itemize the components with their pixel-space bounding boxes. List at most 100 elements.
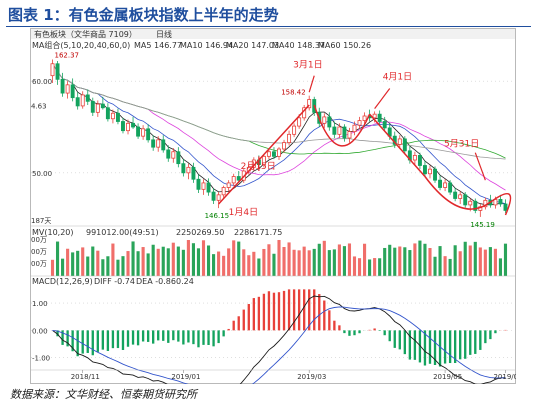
- candle-body: [402, 138, 407, 152]
- candle-body: [80, 94, 85, 107]
- volume-bar: [201, 240, 206, 276]
- volume-tick-label: 00万: [31, 260, 47, 268]
- volume-bar: [342, 246, 346, 276]
- candle-body: [105, 107, 110, 120]
- volume-bar: [121, 256, 125, 276]
- macd-tick-label: 1.00: [32, 300, 48, 308]
- volume-bar: [86, 256, 90, 276]
- candle-body: [428, 168, 432, 175]
- volume-value: 2286171.75: [234, 228, 282, 237]
- candle-body: [448, 182, 453, 193]
- volume-bar: [262, 248, 266, 276]
- volume-bar: [101, 259, 105, 276]
- annotation-apr1: 4月1日: [383, 71, 412, 82]
- candle-body: [70, 84, 75, 99]
- candle-body: [196, 178, 201, 190]
- candle-body: [433, 168, 437, 181]
- annotation-arrow: [374, 88, 391, 110]
- volume-bar: [81, 247, 85, 276]
- candle-body: [221, 187, 226, 196]
- candle-body: [171, 151, 176, 159]
- annotation-may31: 5月31日: [444, 138, 479, 149]
- volume-bar: [106, 256, 110, 276]
- volume-bar: [418, 240, 422, 276]
- candle-body: [498, 199, 503, 205]
- candle-body: [362, 115, 367, 121]
- price-tick-label: 60.00: [32, 78, 52, 86]
- candle-body: [377, 113, 382, 122]
- candle-body: [417, 155, 422, 166]
- volume-bar: [403, 247, 407, 276]
- volume-bar: [312, 248, 316, 276]
- candle-body: [342, 126, 347, 139]
- volume-bar: [252, 251, 256, 276]
- candle-body: [297, 117, 302, 127]
- volume-bar: [126, 251, 130, 276]
- candle-body: [166, 149, 171, 159]
- volume-bar: [408, 250, 412, 276]
- volume-label: MV(10,20): [32, 228, 74, 237]
- macd-diff: DIFF -0.74: [94, 277, 135, 286]
- candle-body: [60, 78, 65, 94]
- macd-value: 0.24: [176, 277, 194, 286]
- volume-bar: [383, 247, 387, 276]
- candle-body: [397, 138, 402, 145]
- candle-body: [216, 194, 221, 201]
- candle-body: [438, 179, 443, 188]
- annotation-arrow: [474, 152, 486, 181]
- candle-body: [332, 126, 337, 135]
- volume-bar: [232, 240, 236, 276]
- volume-bar: [468, 245, 472, 276]
- title-rule: [6, 26, 531, 27]
- candle-body: [272, 151, 276, 157]
- source-note: 数据来源：文华财经、恒泰期货研究所: [10, 388, 197, 401]
- volume-bar: [503, 243, 508, 276]
- annotation-feb15: 2月15日: [241, 161, 276, 172]
- candle-body: [307, 99, 312, 109]
- candle-body: [422, 165, 427, 175]
- candle-body: [277, 148, 281, 157]
- volume-bar: [458, 251, 462, 276]
- period-label: 日线: [156, 29, 172, 39]
- macd-tick-label: 0.00: [32, 327, 48, 335]
- x-axis-label: 2019/05: [433, 373, 462, 381]
- instrument-name: 有色板块（文华商品 7109）: [34, 29, 137, 39]
- ma10-line: [52, 63, 506, 205]
- x-axis-label: 2019/06: [493, 373, 516, 381]
- annotation-jan4: 1月4日: [229, 207, 258, 218]
- candle-body: [503, 203, 508, 211]
- candle-body: [151, 139, 156, 148]
- candle-body: [121, 121, 125, 132]
- volume-bar: [413, 243, 417, 276]
- candle-body: [468, 200, 473, 206]
- volume-bar: [186, 240, 190, 276]
- candle-body: [65, 84, 70, 94]
- candle-body: [50, 63, 55, 77]
- volume-bar: [378, 258, 382, 276]
- candle-body: [412, 155, 417, 161]
- volume-bar: [111, 243, 115, 276]
- volume-bar: [473, 241, 477, 276]
- candle-body: [90, 100, 95, 113]
- x-axis-label: 2019/01: [171, 373, 200, 381]
- candle-body: [292, 125, 297, 135]
- ma20-line: [52, 63, 506, 191]
- x-axis-label: 2019/03: [297, 373, 326, 381]
- volume-bar: [156, 248, 160, 276]
- volume-bar: [227, 248, 231, 276]
- candle-body: [181, 163, 186, 174]
- volume-bar: [171, 242, 175, 276]
- kline-chart[interactable]: 有色板块（文华商品 7109） 日线 MA组合(5,10,20,40,60,0) MA…: [30, 28, 516, 384]
- ma-legend-ma10: MA10 146.94: [180, 41, 233, 50]
- bottom-arc: [424, 176, 512, 216]
- ma60-line: [52, 63, 506, 160]
- volume-bar: [357, 258, 362, 276]
- high-label: 162.37: [55, 51, 79, 59]
- volume-bar: [181, 249, 185, 276]
- ma-group-label: MA组合(5,10,20,40,60,0): [32, 40, 130, 50]
- volume-bar: [247, 255, 251, 276]
- volume-bar: [448, 258, 452, 276]
- days-count-label: 187天: [31, 217, 51, 225]
- pullback-arc: [313, 104, 371, 147]
- candle-body: [337, 126, 342, 135]
